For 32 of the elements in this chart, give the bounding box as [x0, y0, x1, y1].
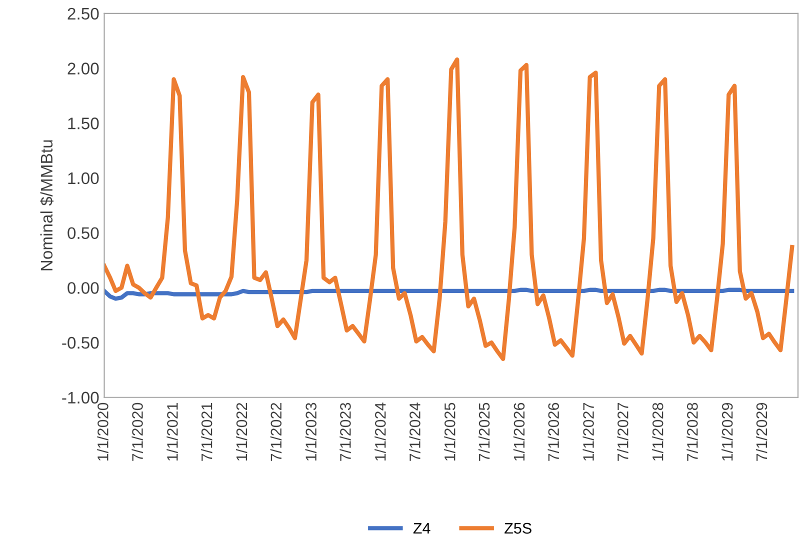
x-tick-label: 7/1/2024: [409, 402, 420, 461]
x-tick-label: 7/1/2021: [201, 402, 212, 461]
x-tick-label: 7/1/2027: [617, 403, 628, 461]
y-tick-label: 0.50: [68, 227, 99, 240]
x-tick-label: 1/1/2029: [722, 402, 733, 461]
x-tick-label: 1/1/2020: [97, 402, 108, 461]
x-tick-label: 1/1/2024: [374, 402, 386, 461]
x-tick-label: 7/1/2023: [340, 402, 351, 461]
x-tick-label: 1/1/2023: [305, 402, 316, 461]
x-tick-label: 1/1/2025: [444, 402, 456, 461]
x-tick-label: 7/1/2025: [478, 402, 490, 461]
x-tick-label: 7/1/2026: [548, 402, 560, 461]
y-tick-label: 0.00: [68, 282, 99, 294]
y-tick-label: -0.50: [62, 336, 99, 349]
legend-label: Z5S: [504, 522, 532, 534]
legend-label: Z4: [413, 523, 430, 534]
y-tick-label: -1.00: [62, 392, 99, 404]
x-tick-label: 7/1/2020: [132, 402, 143, 461]
x-tick-label: 1/1/2021: [166, 402, 178, 461]
x-tick-label: 1/1/2022: [236, 403, 248, 461]
y-tick-label: 2.50: [68, 8, 99, 20]
x-tick-label: 1/1/2026: [513, 402, 525, 461]
x-tick-label: 7/1/2029: [756, 402, 768, 461]
x-tick-label: 1/1/2028: [652, 402, 664, 461]
x-tick-label: 7/1/2028: [686, 402, 698, 461]
y-tick-label: 2.00: [68, 62, 99, 74]
y-axis-title: Nominal $/MMBtu: [40, 140, 54, 270]
x-tick-label: 1/1/2027: [582, 403, 594, 461]
y-tick-label: 1.50: [68, 118, 99, 130]
line-series: [104, 57, 794, 362]
x-tick-label: 7/1/2022: [270, 403, 282, 461]
y-tick-label: 1.00: [68, 172, 99, 184]
